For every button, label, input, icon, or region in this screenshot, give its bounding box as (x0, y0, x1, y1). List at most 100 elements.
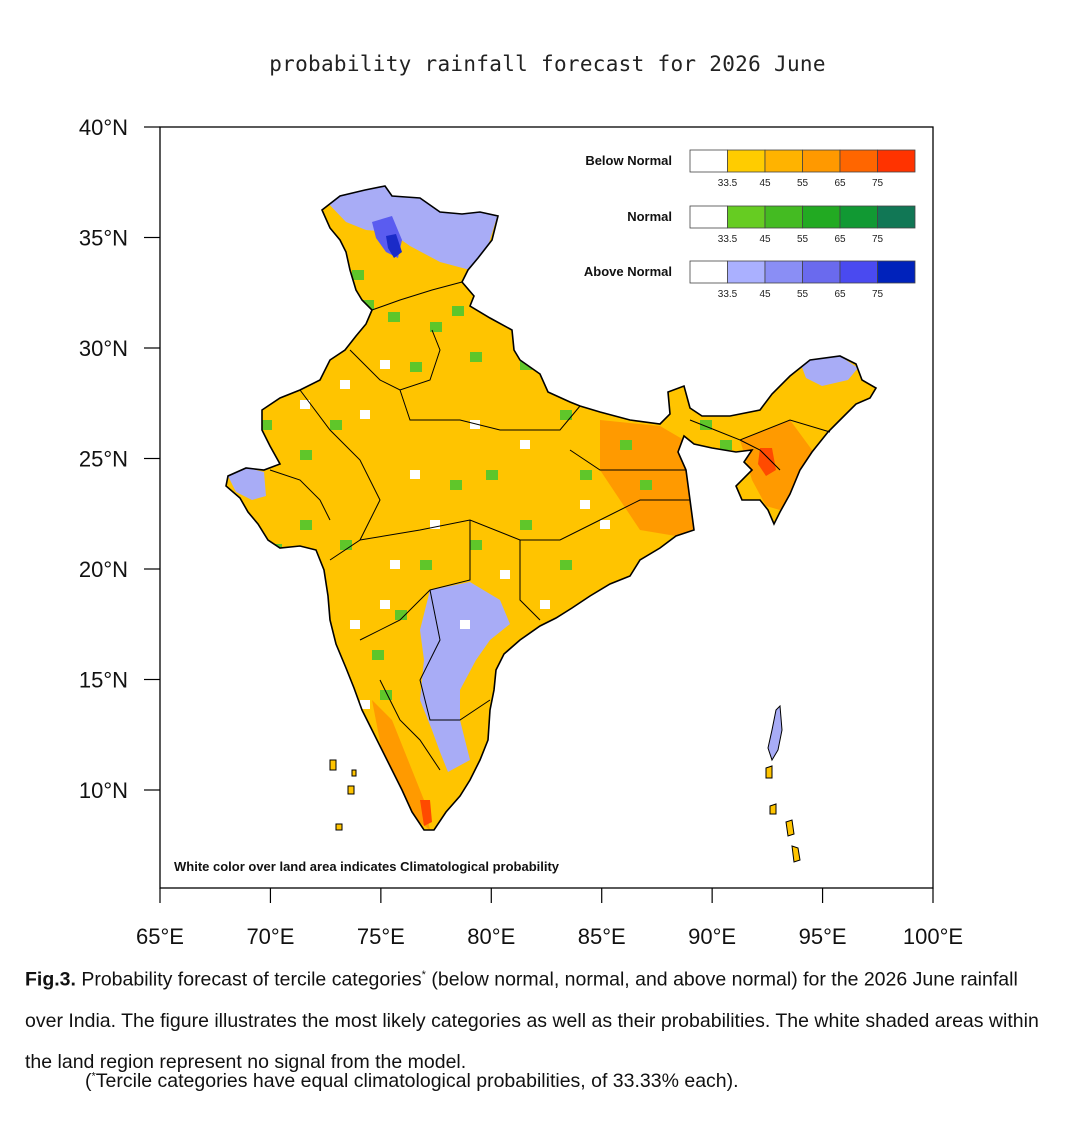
below-normal-strong-kerala (420, 800, 432, 826)
normal-cell (380, 690, 392, 700)
above-normal-northeast (800, 356, 858, 386)
normal-cell (520, 520, 532, 530)
map-title: probability rainfall forecast for 2026 J… (269, 52, 826, 76)
figure-caption: Fig.3. Probability forecast of tercile c… (25, 955, 1060, 1083)
lon-label: 95°E (799, 924, 847, 949)
india-forecast-shading (226, 186, 876, 830)
legend-swatch (764, 149, 803, 173)
legend-tick: 45 (759, 178, 771, 189)
legend-swatch (764, 205, 803, 229)
normal-cell (260, 420, 272, 430)
normal-cell (620, 440, 632, 450)
below-normal-strong-northeast (758, 448, 776, 476)
legend-category-label: Above Normal (584, 264, 672, 279)
no-signal-cell (430, 520, 440, 529)
state-boundary (399, 389, 581, 431)
caption-footnote: (*Tercile categories have equal climatol… (85, 1070, 739, 1093)
normal-cell (486, 470, 498, 480)
lat-label: 30°N (79, 336, 128, 361)
legend-swatch (877, 149, 916, 173)
normal-cell (700, 420, 712, 430)
no-signal-cell (380, 360, 390, 369)
state-boundaries (269, 281, 831, 771)
no-signal-cell (470, 420, 480, 429)
island (329, 759, 337, 771)
normal-cell (340, 540, 352, 550)
legend-tick: 45 (759, 234, 771, 245)
no-signal-cell (360, 410, 370, 419)
lon-label: 65°E (136, 924, 184, 949)
lat-label: 25°N (79, 447, 128, 472)
state-boundary (419, 589, 491, 721)
normal-cell (470, 540, 482, 550)
no-signal-cell (410, 470, 420, 479)
footnote-text: Tercile categories have equal climatolog… (95, 1070, 739, 1092)
india-boundary (225, 185, 878, 831)
legend-swatch (839, 149, 878, 173)
lat-label: 40°N (79, 115, 128, 140)
no-signal-cell (460, 620, 470, 629)
lat-label: 20°N (79, 557, 128, 582)
normal-cell (352, 270, 364, 280)
caption-star: * (421, 969, 426, 981)
normal-cell (395, 610, 407, 620)
figure-label: Fig.3. (25, 968, 76, 991)
islands (329, 704, 801, 863)
no-signal-cell (390, 560, 400, 569)
legend-swatch (689, 260, 728, 284)
normal-cell (300, 520, 312, 530)
caption-text-2: (below normal, normal, and above normal)… (25, 968, 1039, 1073)
lon-label: 75°E (357, 924, 405, 949)
legend-swatch (877, 260, 916, 284)
forecast-map: 40°N 35°N 30°N 25°N 20°N 15°N 10°N 65°E 70°E 75°… (79, 115, 963, 949)
island (769, 803, 777, 815)
legend-swatch (802, 149, 841, 173)
normal-cell (720, 440, 732, 450)
lon-label: 70°E (246, 924, 294, 949)
legend-tick: 75 (872, 234, 884, 245)
legend-swatch (764, 260, 803, 284)
legend-swatch (689, 205, 728, 229)
legend-swatch (877, 205, 916, 229)
legend-swatch (727, 149, 766, 173)
normal-cell (388, 312, 400, 322)
legend-swatch (689, 149, 728, 173)
legend-tick: 65 (834, 178, 846, 189)
normal-cell (560, 410, 572, 420)
normal-cell (420, 560, 432, 570)
normal-cell (300, 450, 312, 460)
state-boundary (359, 499, 690, 541)
lon-label: 90°E (688, 924, 736, 949)
above-normal-very-strong-north (386, 234, 402, 258)
state-boundary (349, 329, 441, 391)
legend-swatch (727, 205, 766, 229)
legend-tick: 55 (797, 234, 809, 245)
no-signal-cell (500, 570, 510, 579)
no-signal-cell (520, 440, 530, 449)
legend-category-label: Normal (627, 209, 672, 224)
lat-label: 15°N (79, 668, 128, 693)
lat-label: 35°N (79, 226, 128, 251)
no-signal-cell (340, 380, 350, 389)
legend-tick: 33.5 (718, 178, 738, 189)
caption-text-1: Probability forecast of tercile categori… (75, 968, 422, 991)
normal-cell (560, 560, 572, 570)
above-normal-north (325, 186, 498, 270)
state-boundary (569, 449, 686, 471)
normal-cell (410, 362, 422, 372)
no-signal-cell (300, 400, 310, 409)
legend-swatch (839, 260, 878, 284)
climatology-note: White color over land area indicates Cli… (174, 859, 560, 874)
legend-swatch (727, 260, 766, 284)
normal-cell (640, 480, 652, 490)
state-boundary (379, 679, 441, 771)
lon-label: 80°E (467, 924, 515, 949)
no-signal-cell (600, 520, 610, 529)
normal-cell (470, 352, 482, 362)
legend-swatch (802, 260, 841, 284)
legend-swatch (839, 205, 878, 229)
normal-cell (450, 480, 462, 490)
legend-tick: 65 (834, 289, 846, 300)
above-normal-gujarat (228, 468, 266, 500)
latitude-labels: 40°N 35°N 30°N 25°N 20°N 15°N 10°N (79, 115, 160, 803)
